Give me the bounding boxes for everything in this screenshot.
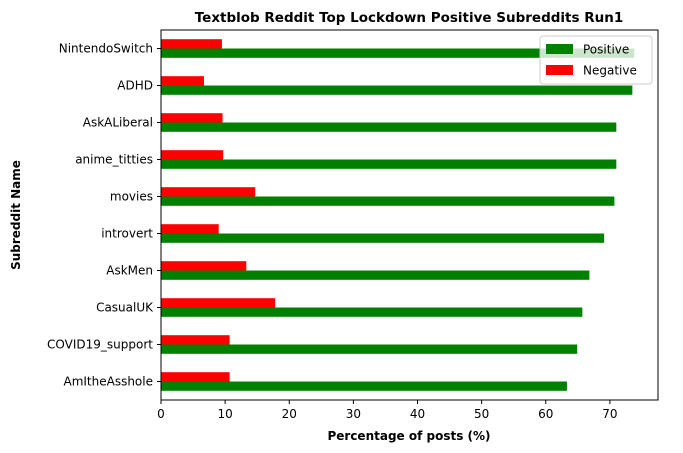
bar-negative-AmItheAsshole [161,372,230,382]
bar-negative-anime_titties [161,150,224,160]
bar-negative-NintendoSwitch [161,39,222,49]
y-tick-label: NintendoSwitch [59,42,153,56]
x-tick-label: 30 [346,407,361,421]
bar-positive-NintendoSwitch [161,48,635,58]
x-axis-ticks: 0 10 20 30 40 50 60 70 [157,400,618,421]
bar-positive-introvert [161,233,605,243]
y-tick-label: AskALiberal [83,116,153,130]
bar-positive-movies [161,196,615,206]
y-axis-label: Subreddit Name [9,160,23,270]
bar-positive-CasualUK [161,307,583,317]
bar-positive-AmItheAsshole [161,381,567,391]
x-tick-label: 50 [474,407,489,421]
y-axis-ticks: AmItheAsshole COVID19_support CasualUK AskM… [47,42,161,389]
y-tick-label: anime_titties [75,153,153,167]
x-tick-label: 70 [602,407,617,421]
x-axis-label: Percentage of posts (%) [327,429,490,443]
y-tick-label: AmItheAsshole [63,375,153,389]
chart-title: Textblob Reddit Top Lockdown Positive Su… [195,10,624,26]
axes [160,29,659,401]
bar-negative-AskALiberal [161,113,223,123]
legend: Positive Negative [539,35,653,85]
bar-positive-anime_titties [161,159,617,169]
bar-positive-AskMen [161,270,590,280]
legend-swatch-negative [546,65,573,75]
bar-negative-introvert [161,224,219,234]
x-tick-label: 60 [538,407,553,421]
bar-negative-ADHD [161,76,204,86]
y-tick-label: movies [110,190,153,204]
y-tick-label: ADHD [117,79,153,93]
plot-frame [160,29,659,401]
bar-positive-ADHD [161,85,633,95]
legend-label-negative: Negative [583,64,637,78]
bar-negative-COVID19_support [161,335,230,345]
bar-negative-AskMen [161,261,247,271]
y-tick-label: AskMen [106,264,153,278]
x-tick-label: 20 [282,407,297,421]
legend-swatch-positive [546,44,573,54]
y-tick-label: COVID19_support [47,338,153,352]
bar-negative-CasualUK [161,298,276,308]
x-tick-label: 0 [157,407,165,421]
y-tick-label: introvert [101,227,153,241]
bar-negative-movies [161,187,256,197]
bar-positive-COVID19_support [161,344,578,354]
x-tick-label: 10 [217,407,232,421]
legend-label-positive: Positive [583,43,629,57]
y-tick-label: CasualUK [96,301,154,315]
bars-layer [161,39,635,391]
bar-positive-AskALiberal [161,122,617,132]
x-tick-label: 40 [410,407,425,421]
